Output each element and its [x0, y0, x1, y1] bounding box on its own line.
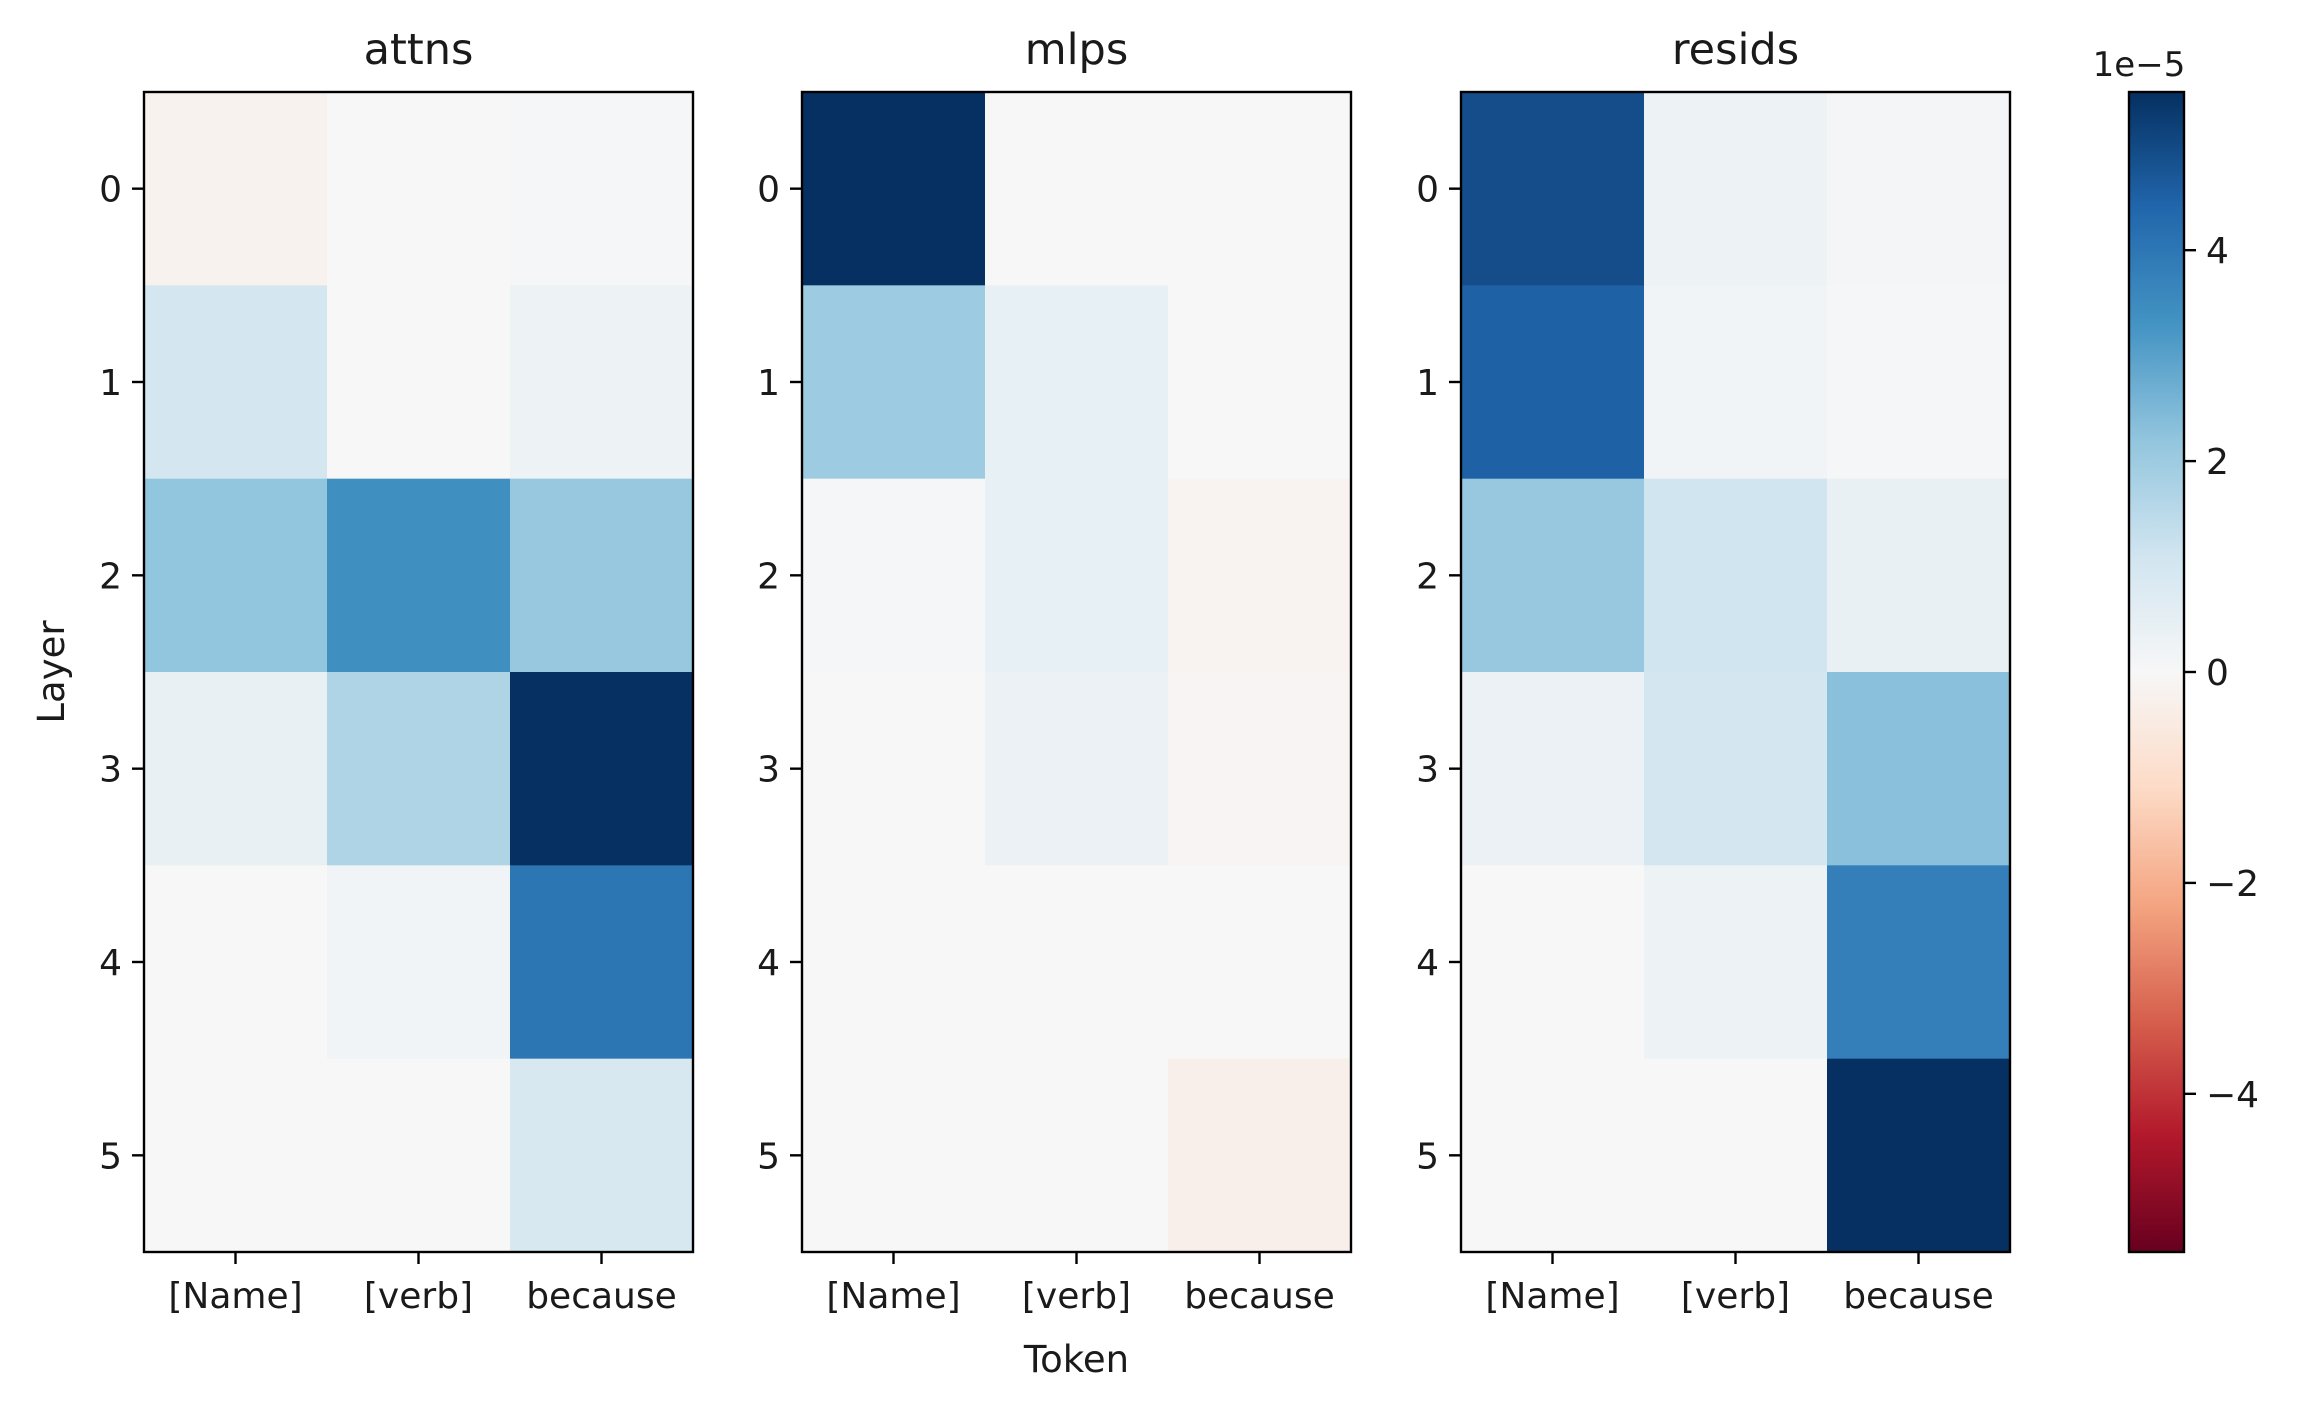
colorbar-gradient [2129, 92, 2184, 1252]
heatmap-cell [1644, 92, 1828, 286]
x-tick-label: because [1184, 1276, 1335, 1317]
heatmap-cell [985, 865, 1169, 1060]
heatmap-cell [1461, 1058, 1645, 1253]
heatmap-cell [1461, 92, 1645, 286]
panel-mlps-title: mlps [1025, 25, 1129, 75]
y-axis-label: Layer [30, 620, 73, 724]
heatmap-cell [802, 285, 986, 480]
heatmap-cell [1827, 1058, 2011, 1253]
heatmap-cell [1461, 865, 1645, 1060]
panel-mlps: 0 1 2 3 4 5 [Name] [verb] because mlps [757, 25, 1353, 1317]
x-tick-label: because [1843, 1276, 1994, 1317]
heatmap-cell [144, 285, 328, 480]
heatmap-cell [510, 285, 694, 480]
heatmap-cell [1644, 285, 1828, 480]
y-tick-label: 4 [99, 943, 122, 984]
panel-resids: 0 1 2 3 4 5 [Name] [verb] because resids [1416, 25, 2012, 1317]
heatmap-cell [510, 478, 694, 673]
heatmap-cell [327, 92, 511, 286]
heatmap-cell [1827, 92, 2011, 286]
heatmap-cell [985, 478, 1169, 673]
heatmap-cell [1168, 92, 1352, 286]
heatmap-cell [1461, 285, 1645, 480]
heatmap-cell [1644, 672, 1828, 866]
heatmap-cell [144, 1058, 328, 1253]
heatmap-cell [802, 92, 986, 286]
panel-attns-title: attns [364, 25, 474, 75]
y-tick-label: 1 [757, 363, 780, 404]
heatmap-cell [1644, 865, 1828, 1060]
colorbar-tick-label: 4 [2206, 231, 2229, 272]
colorbar-tick-label: 2 [2206, 442, 2229, 483]
heatmap-cell [1168, 865, 1352, 1060]
heatmap-cell [510, 672, 694, 866]
x-tick-label: because [526, 1276, 677, 1317]
heatmap-cell [1644, 478, 1828, 673]
y-tick-label: 1 [99, 363, 122, 404]
y-tick-label: 2 [99, 556, 122, 597]
y-tick-label: 5 [99, 1136, 122, 1177]
heatmap-cell [510, 1058, 694, 1253]
y-tick-label: 5 [757, 1136, 780, 1177]
heatmap-cell [1168, 1058, 1352, 1253]
colorbar: 4 2 0 −2 −4 1e−5 [2093, 45, 2259, 1254]
y-tick-label: 3 [1416, 750, 1439, 791]
heatmap-cell [985, 1058, 1169, 1253]
colorbar-tick-label: −2 [2206, 864, 2259, 905]
heatmap-cell [1827, 865, 2011, 1060]
heatmap-cell [1461, 478, 1645, 673]
heatmap-cell [802, 478, 986, 673]
heatmap-cell [802, 865, 986, 1060]
heatmap-cell [327, 478, 511, 673]
heatmap-cell [802, 672, 986, 866]
x-tick-label: [verb] [364, 1276, 473, 1317]
y-tick-label: 0 [99, 170, 122, 211]
heatmap-cell [1827, 285, 2011, 480]
y-tick-label: 3 [757, 750, 780, 791]
panel-attns: 0 1 2 3 4 5 [Name] [verb] because attns [99, 25, 695, 1317]
heatmap-cell [144, 865, 328, 1060]
y-tick-label: 3 [99, 750, 122, 791]
heatmap-cell [327, 1058, 511, 1253]
heatmap-cell [510, 92, 694, 286]
heatmap-cell [802, 1058, 986, 1253]
y-tick-label: 0 [757, 170, 780, 211]
y-tick-label: 5 [1416, 1136, 1439, 1177]
heatmap-cell [1644, 1058, 1828, 1253]
heatmap-cell [327, 285, 511, 480]
heatmap-cell [1827, 672, 2011, 866]
y-tick-label: 4 [1416, 943, 1439, 984]
heatmap-cell [1827, 478, 2011, 673]
y-tick-label: 2 [1416, 556, 1439, 597]
y-tick-label: 0 [1416, 170, 1439, 211]
heatmap-cell [1168, 478, 1352, 673]
colorbar-tick-label: 0 [2206, 653, 2229, 694]
colorbar-scale-label: 1e−5 [2093, 45, 2186, 85]
heatmap-cell [1461, 672, 1645, 866]
x-tick-label: [Name] [1485, 1276, 1619, 1317]
x-tick-label: [Name] [826, 1276, 960, 1317]
heatmap-cell [985, 672, 1169, 866]
y-tick-label: 2 [757, 556, 780, 597]
heatmap-cell [327, 672, 511, 866]
heatmap-cell [510, 865, 694, 1060]
heatmap-cell [144, 672, 328, 866]
heatmap-cell [985, 285, 1169, 480]
x-tick-label: [verb] [1681, 1276, 1790, 1317]
panel-resids-title: resids [1672, 25, 1799, 75]
heatmap-cell [1168, 672, 1352, 866]
y-tick-label: 1 [1416, 363, 1439, 404]
heatmap-cell [1168, 285, 1352, 480]
heatmap-cell [144, 92, 328, 286]
heatmap-cell [327, 865, 511, 1060]
colorbar-tick-label: −4 [2206, 1075, 2259, 1116]
heatmap-cell [985, 92, 1169, 286]
x-tick-label: [Name] [168, 1276, 302, 1317]
y-tick-label: 4 [757, 943, 780, 984]
x-axis-label: Token [1023, 1338, 1129, 1381]
heatmap-cell [144, 478, 328, 673]
x-tick-label: [verb] [1022, 1276, 1131, 1317]
